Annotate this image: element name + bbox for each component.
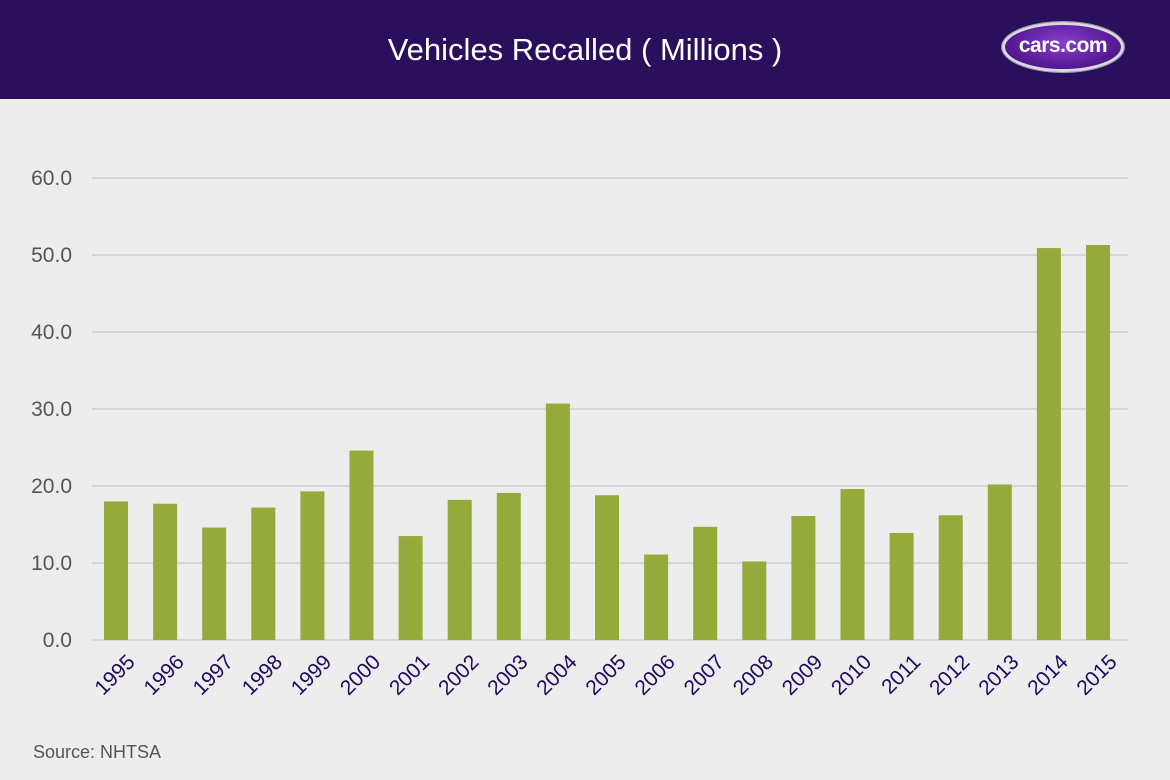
- y-tick-label: 0.0: [43, 629, 72, 652]
- chart-title: Vehicles Recalled ( Millions ): [387, 32, 783, 67]
- x-tick-label: 2005: [581, 650, 630, 699]
- bar-1999: [300, 491, 325, 640]
- x-tick-label: 2003: [483, 650, 532, 699]
- bar-2010: [840, 489, 865, 640]
- y-tick-label: 10.0: [31, 552, 72, 575]
- x-tick-label: 2006: [631, 650, 680, 699]
- bars: [104, 244, 1110, 641]
- bar-2004: [545, 403, 570, 640]
- bar-2014: [1036, 248, 1061, 640]
- bar-2012: [938, 515, 963, 640]
- y-tick-label: 60.0: [31, 167, 72, 190]
- bar-1995: [104, 501, 128, 640]
- x-tick-label: 1997: [189, 650, 238, 699]
- bar-2013: [987, 484, 1012, 640]
- x-tick-label: 2001: [385, 650, 434, 699]
- bar-1996: [153, 503, 178, 640]
- x-tick-label: 2007: [680, 650, 729, 699]
- bar-2009: [791, 516, 816, 640]
- y-tick-label: 30.0: [31, 398, 72, 421]
- x-tick-label: 2014: [1023, 650, 1073, 700]
- bar-2002: [447, 499, 472, 640]
- y-tick-label: 50.0: [31, 244, 72, 267]
- y-axis-ticks: 0.0 10.0 20.0 30.0 40.0 50.0 60.0: [31, 167, 72, 652]
- x-tick-label: 2010: [827, 650, 876, 699]
- bar-1998: [251, 507, 276, 640]
- bar-2005: [595, 495, 619, 640]
- bar-2008: [742, 561, 767, 640]
- bar-2000: [349, 450, 374, 640]
- x-tick-label: 2009: [778, 650, 827, 699]
- y-tick-label: 40.0: [31, 321, 72, 344]
- chart-header: [0, 0, 1170, 99]
- x-tick-label: 2008: [729, 650, 778, 699]
- bar-2011: [889, 532, 914, 640]
- x-tick-label: 1996: [140, 650, 189, 699]
- x-tick-label: 2015: [1072, 650, 1121, 699]
- bar-2006: [644, 554, 669, 640]
- bar-2003: [496, 492, 521, 640]
- source-note: Source: NHTSA: [33, 742, 162, 762]
- bar-2001: [398, 536, 423, 640]
- x-tick-label: 2011: [877, 650, 925, 698]
- x-tick-label: 2000: [336, 650, 385, 699]
- cars-com-logo: cars.com: [1002, 22, 1124, 72]
- x-tick-label: 1999: [287, 650, 336, 699]
- x-tick-label: 2012: [925, 650, 974, 699]
- bar-2007: [693, 526, 718, 640]
- x-tick-label: 2002: [434, 650, 483, 699]
- bar-2015: [1086, 244, 1110, 641]
- x-tick-label: 2013: [974, 650, 1023, 699]
- y-tick-label: 20.0: [31, 475, 72, 498]
- x-axis-ticks: 1995 1996 1997 1998 1999 2000 2001 2002 2003 2004…: [90, 650, 1121, 700]
- x-tick-label: 1995: [90, 650, 139, 699]
- x-tick-label: 2004: [532, 650, 582, 700]
- x-tick-label: 1998: [238, 650, 287, 699]
- bar-1997: [202, 527, 227, 640]
